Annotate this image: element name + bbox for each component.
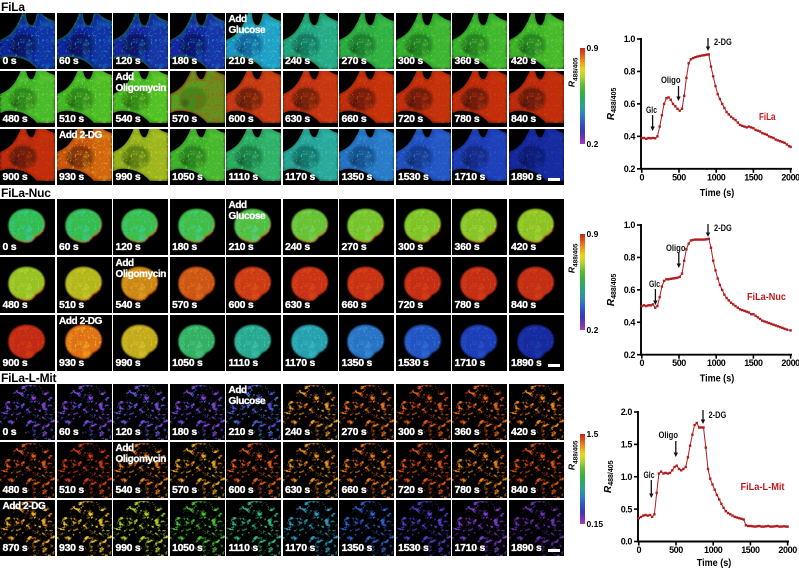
svg-text:0.8: 0.8 [624, 253, 636, 263]
svg-text:0: 0 [639, 358, 644, 368]
svg-text:Oligo: Oligo [666, 243, 686, 254]
svg-text:1.0: 1.0 [624, 220, 636, 230]
svg-text:Oligo: Oligo [658, 430, 678, 441]
svg-text:Time (s): Time (s) [700, 188, 734, 199]
svg-text:FiLa-L-Mit: FiLa-L-Mit [740, 481, 784, 493]
svg-text:0.2: 0.2 [624, 350, 636, 360]
svg-text:0.4: 0.4 [624, 132, 636, 142]
svg-text:0.2: 0.2 [624, 164, 636, 174]
svg-text:2000: 2000 [781, 358, 799, 368]
svg-text:R488/405: R488/405 [603, 460, 615, 493]
svg-text:R488/405: R488/405 [606, 273, 618, 306]
svg-text:2-DG: 2-DG [714, 37, 732, 48]
svg-text:1.5: 1.5 [620, 440, 632, 450]
svg-text:2.0: 2.0 [620, 407, 632, 417]
svg-text:500: 500 [669, 545, 683, 555]
svg-text:1.0: 1.0 [624, 34, 636, 44]
svg-text:2-DG: 2-DG [714, 223, 732, 234]
svg-text:1500: 1500 [741, 545, 760, 555]
svg-text:1000: 1000 [707, 358, 726, 368]
svg-text:1000: 1000 [703, 545, 722, 555]
svg-text:0.8: 0.8 [624, 67, 636, 77]
svg-text:0.6: 0.6 [624, 285, 636, 295]
svg-text:1000: 1000 [707, 172, 726, 182]
svg-text:2000: 2000 [781, 172, 799, 182]
svg-text:0.6: 0.6 [624, 99, 636, 109]
svg-text:R488/405: R488/405 [606, 88, 618, 121]
svg-text:Glc: Glc [643, 470, 654, 481]
svg-text:0: 0 [636, 545, 641, 555]
svg-text:500: 500 [672, 358, 686, 368]
svg-text:FiLa-Nuc: FiLa-Nuc [747, 292, 786, 303]
svg-text:0.4: 0.4 [624, 317, 636, 327]
svg-text:500: 500 [672, 172, 686, 182]
svg-text:Time (s): Time (s) [696, 557, 731, 569]
svg-text:1500: 1500 [744, 358, 763, 368]
svg-text:1.0: 1.0 [620, 472, 632, 482]
svg-text:1500: 1500 [744, 172, 763, 182]
svg-text:0.5: 0.5 [620, 504, 632, 514]
svg-text:FiLa: FiLa [759, 112, 776, 123]
svg-text:Oligo: Oligo [661, 75, 681, 86]
svg-text:2000: 2000 [778, 545, 797, 555]
svg-text:Glc: Glc [646, 105, 657, 116]
svg-text:0: 0 [639, 172, 644, 182]
svg-text:Time (s): Time (s) [700, 374, 734, 385]
svg-text:Glc: Glc [649, 279, 660, 290]
svg-text:0.0: 0.0 [620, 537, 632, 547]
svg-text:2-DG: 2-DG [708, 410, 726, 421]
